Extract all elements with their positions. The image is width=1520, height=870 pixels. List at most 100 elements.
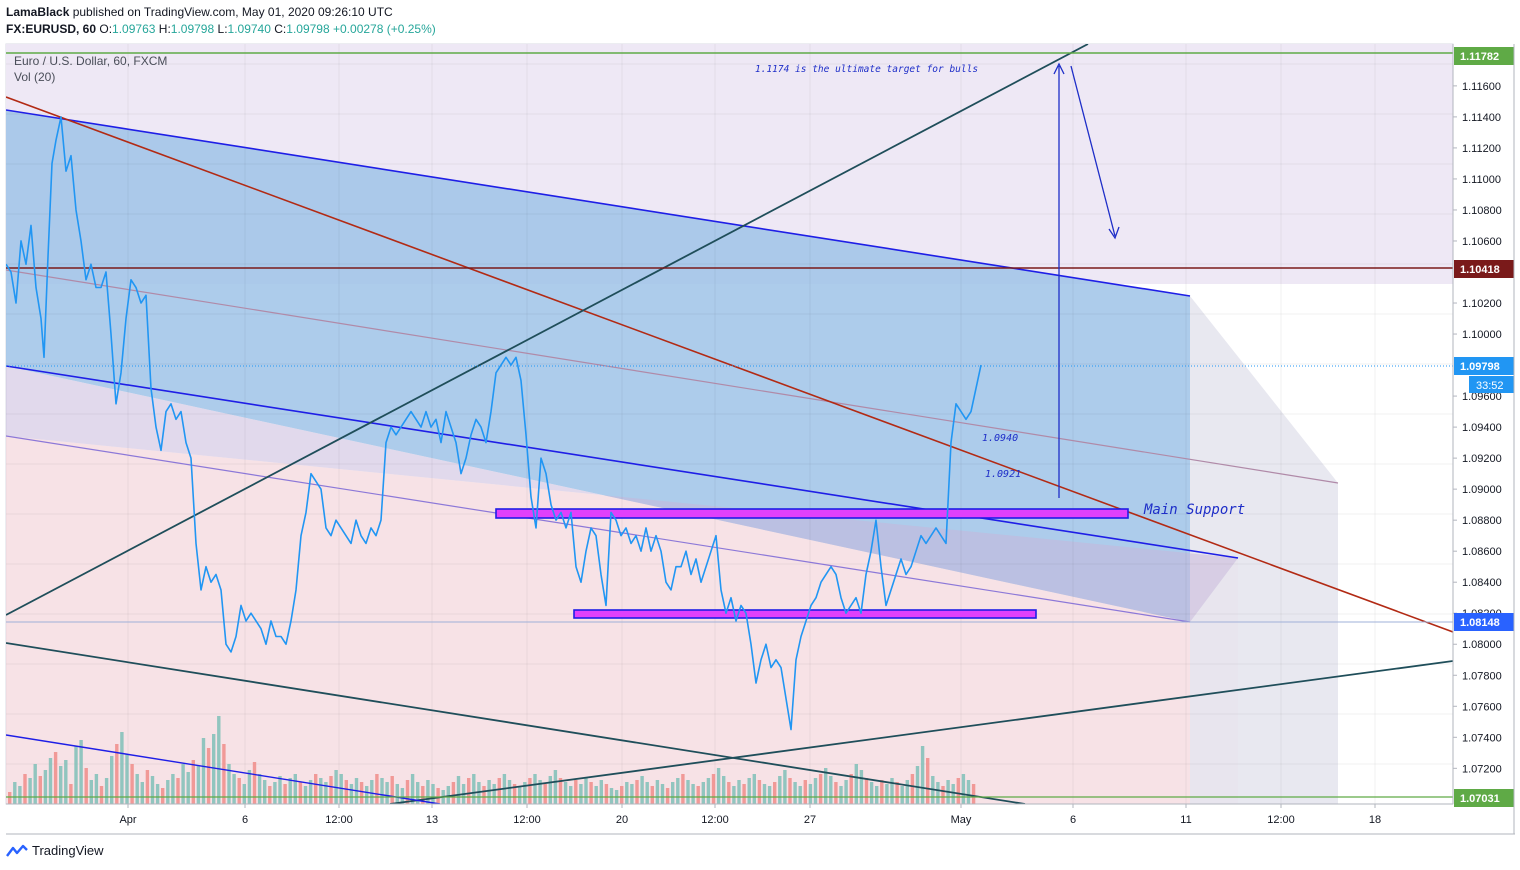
volume-bar [314,774,318,804]
volume-bar [558,778,563,804]
price-label-bg [1454,789,1514,807]
main-support-box [495,508,1129,519]
volume-bar [681,774,685,804]
y-tick-label: 1.08400 [1462,577,1502,589]
volume-bar [472,774,476,804]
volume-bar [161,788,165,804]
volume-bar [507,780,512,804]
volume-bar [456,776,461,804]
y-tick-label: 1.08000 [1462,639,1502,651]
volume-bar [293,774,297,804]
volume-bars [8,716,976,804]
volume-bar [869,782,874,804]
volume-bar [268,786,272,804]
volume-bar [232,774,236,804]
volume-bar [497,778,501,804]
volume-bar [716,768,721,804]
x-tick-label: 6 [1070,814,1076,826]
volume-bar [609,788,614,804]
volume-bar [324,782,328,804]
symbol-label: FX:EURUSD, 60 [6,22,97,36]
volume-bar [69,784,73,804]
volume-bar [436,788,440,804]
published-text: published on TradingView.com, May 01, 20… [69,5,393,19]
volume-bar [298,782,303,804]
volume-bar [201,738,206,804]
volume-bar [155,784,160,804]
volume-bar [247,770,252,804]
median-line [6,269,1339,484]
price-label-bg [1454,357,1514,375]
volume-bar [421,786,425,804]
y-tick-label: 1.09200 [1462,453,1502,465]
plot-content: 1.1174 is the ultimate target for bulls M… [6,44,1453,804]
brand-label[interactable]: TradingView [32,843,104,858]
x-tick-label: May [951,814,972,826]
volume-bar [385,782,389,804]
volume-bar [104,778,109,804]
volume-bar [273,782,277,804]
volume-bar [854,764,858,804]
volume-bar [548,776,552,804]
volume-bar [885,784,889,804]
volume-bar [191,760,195,804]
volume-bar [961,774,966,804]
volume-bar [99,786,104,804]
volume-bar [844,780,848,804]
volume-bar [620,786,624,804]
close-value: 1.09798 [286,22,330,36]
publish-info: LamaBlack published on TradingView.com, … [6,5,393,19]
volume-bar [33,764,37,804]
change-value: +0.00278 (+0.25%) [333,22,436,36]
volume-bar [23,774,27,804]
volume-bar [74,746,78,804]
pullback-arrow-head [1108,226,1120,240]
volume-bar [278,776,282,804]
volume-bar [941,786,945,804]
volume-bar [762,784,767,804]
volume-bar [380,778,384,804]
lower-blue-line [6,734,441,804]
level-label-2: 1.0921 [985,469,1021,480]
y-tick-label: 1.09000 [1462,484,1502,496]
volume-bar [849,774,853,804]
volume-bar [410,774,415,804]
volume-bar [242,784,246,804]
volume-bar [186,772,190,804]
volume-bar [645,782,649,804]
legend-title: Euro / U.S. Dollar, 60, FXCM [14,54,167,68]
y-tick-label: 1.11000 [1462,174,1501,186]
volume-bar [737,780,741,804]
volume-bar [84,768,88,804]
pullback-arrow [1070,65,1116,237]
publisher-name[interactable]: LamaBlack [6,5,70,19]
volume-bar [89,780,93,804]
target-arrow-head [1053,62,1065,75]
volume-bar [951,784,955,804]
volume-bar [926,758,930,804]
y-tick-label: 1.10800 [1462,205,1502,217]
x-tick-label: 27 [804,814,816,826]
volume-bar [880,780,884,804]
price-label: 1.09798 [1460,361,1500,373]
y-tick-label: 1.11600 [1462,81,1501,93]
open-label: O: [99,22,113,36]
volume-bar [303,786,308,804]
volume-bar [839,786,843,804]
close-label: C: [274,22,287,36]
volume-bar [176,778,180,804]
channel-lower-band [6,366,1238,622]
volume-bar [533,774,537,804]
volume-bar [140,782,144,804]
tradingview-logo-icon[interactable] [6,844,28,858]
volume-bar [818,774,823,804]
ohlc-header: FX:EURUSD, 60 O:1.09763 H:1.09798 L:1.09… [6,22,436,36]
volume-bar [778,776,782,804]
target-annotation: 1.1174 is the ultimate target for bulls [755,64,978,75]
volume-bar [742,784,746,804]
volume-bar [773,782,777,804]
teal-lower-uptrend-line [389,660,1453,804]
y-tick-label: 1.10200 [1462,298,1502,310]
volume-bar [53,752,58,804]
